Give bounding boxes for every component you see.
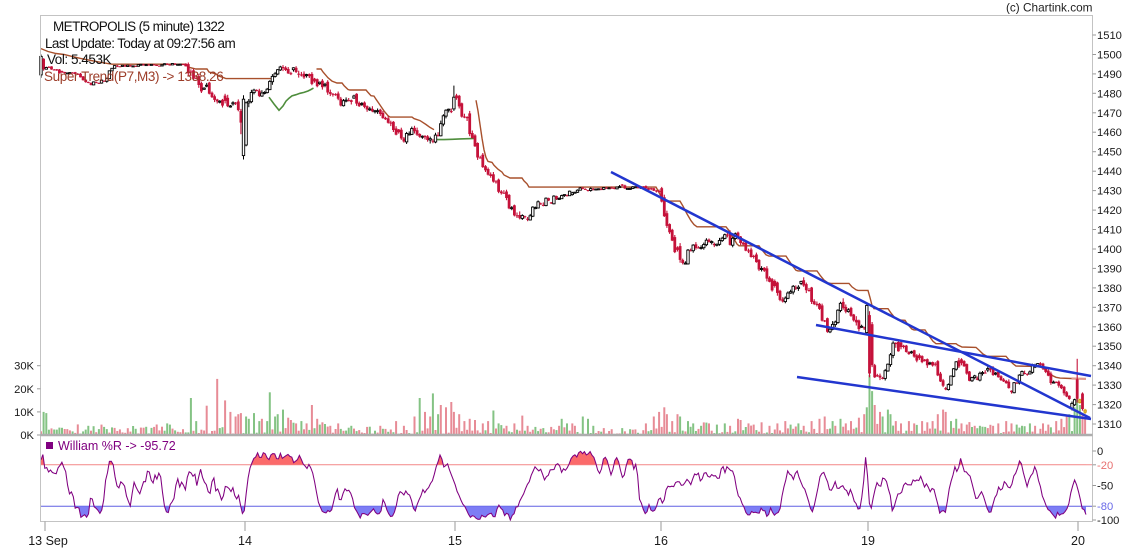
svg-text:0: 0 [1097,446,1103,458]
svg-text:16: 16 [654,534,668,548]
svg-text:1350: 1350 [1097,341,1122,353]
svg-text:30K: 30K [14,361,34,373]
svg-text:-100: -100 [1097,515,1119,527]
svg-text:1370: 1370 [1097,302,1122,314]
svg-text:-80: -80 [1097,501,1113,513]
svg-text:-20: -20 [1097,460,1113,472]
svg-text:0K: 0K [20,430,34,442]
svg-text:Super Trend(P7,M3) -> 1338.26: Super Trend(P7,M3) -> 1338.26 [44,69,223,84]
svg-text:1440: 1440 [1097,166,1122,178]
svg-text:1340: 1340 [1097,361,1122,373]
svg-text:Vol: 5.453K: Vol: 5.453K [47,52,112,67]
svg-text:1320: 1320 [1097,400,1122,412]
svg-text:1430: 1430 [1097,186,1122,198]
svg-text:1410: 1410 [1097,225,1122,237]
svg-text:1420: 1420 [1097,205,1122,217]
svg-text:14: 14 [238,534,252,548]
svg-text:15: 15 [448,534,462,548]
svg-text:1310: 1310 [1097,419,1122,431]
svg-text:19: 19 [861,534,875,548]
svg-text:1490: 1490 [1097,69,1122,81]
svg-text:1450: 1450 [1097,147,1122,159]
svg-text:13 Sep: 13 Sep [28,534,68,548]
svg-text:20K: 20K [14,384,34,396]
svg-text:William %R -> -95.72: William %R -> -95.72 [58,439,176,453]
svg-text:1470: 1470 [1097,108,1122,120]
svg-text:20: 20 [1071,534,1085,548]
svg-text:(c) Chartink.com: (c) Chartink.com [1006,1,1093,15]
svg-text:1510: 1510 [1097,30,1122,42]
svg-text:Last Update: Today at 09:27:56: Last Update: Today at 09:27:56 am [45,36,235,51]
svg-text:1360: 1360 [1097,322,1122,334]
svg-text:1390: 1390 [1097,263,1122,275]
svg-text:1380: 1380 [1097,283,1122,295]
svg-text:1480: 1480 [1097,88,1122,100]
svg-text:10K: 10K [14,407,34,419]
svg-text:-50: -50 [1097,481,1113,493]
svg-text:1460: 1460 [1097,127,1122,139]
svg-text:1330: 1330 [1097,380,1122,392]
svg-text:1400: 1400 [1097,244,1122,256]
svg-text:METROPOLIS (5 minute) 1322: METROPOLIS (5 minute) 1322 [53,19,224,34]
svg-text:1500: 1500 [1097,50,1122,62]
